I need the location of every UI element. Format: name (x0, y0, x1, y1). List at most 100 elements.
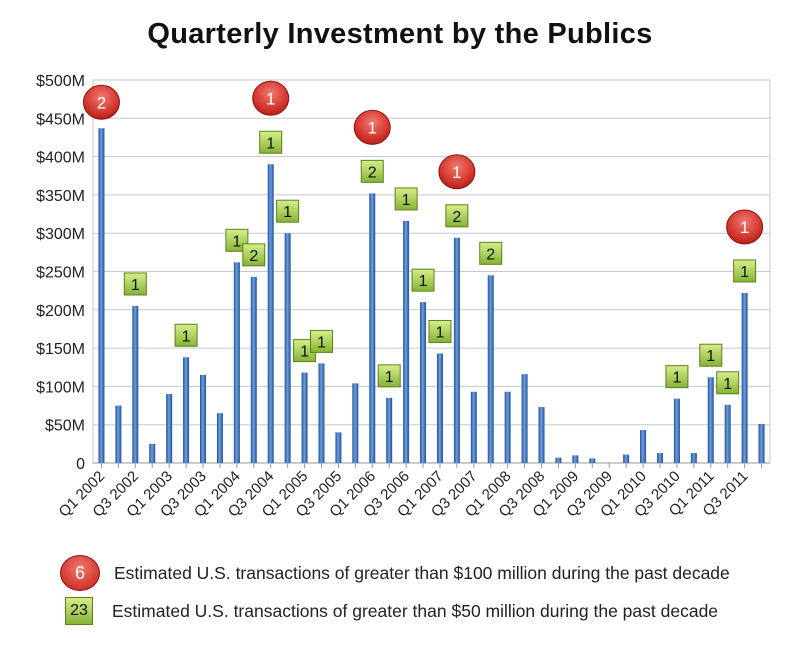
bar-q3-2008 (538, 407, 545, 463)
red-circle-marker: 1 (438, 154, 476, 190)
bar-q1-2005 (301, 372, 308, 463)
green-square-count: 1 (436, 324, 445, 341)
red-circle-count: 1 (368, 118, 377, 137)
y-tick-label: $150M (36, 341, 85, 358)
green-square-marker: 1 (411, 268, 435, 292)
y-tick-label: 0 (76, 456, 85, 473)
green-square-marker: 1 (276, 199, 300, 223)
green-square-icon (360, 159, 384, 183)
red-circle-marker: 1 (726, 209, 764, 245)
green-square-icon (174, 323, 198, 347)
green-square-count: 1 (723, 376, 732, 393)
y-tick-label: $50M (45, 418, 85, 435)
bar-q1-2003 (166, 394, 173, 463)
legend-label-100m: Estimated U.S. transactions of greater t… (114, 562, 730, 583)
bar-q4-2011 (758, 423, 765, 463)
bar-q1-2011 (707, 377, 714, 463)
green-square-marker: 1 (394, 187, 418, 211)
bar-q2-2003 (183, 357, 190, 463)
bar-q2-2006 (386, 397, 393, 463)
green-square-icon (394, 187, 418, 211)
bar-q1-2007 (436, 353, 443, 463)
bar-q1-2008 (504, 391, 511, 463)
bar-q3-2002 (132, 305, 139, 463)
green-square-icon (377, 364, 401, 388)
green-square-count: 2 (368, 164, 377, 181)
legend-square-count: 23 (70, 602, 88, 619)
y-tick-label: $250M (36, 265, 85, 282)
bar-q2-2009 (589, 458, 596, 463)
y-tick-label: $400M (36, 150, 85, 167)
red-circle-count: 1 (452, 163, 461, 182)
red-circle-marker: 1 (353, 109, 391, 145)
green-square-marker: 1 (174, 323, 198, 347)
green-square-count: 1 (182, 328, 191, 345)
bar-q3-2004 (267, 164, 274, 463)
green-square-count: 1 (706, 348, 715, 365)
green-square-icon (259, 130, 283, 154)
red-circle-icon (82, 84, 120, 120)
green-square-marker: 1 (665, 365, 689, 389)
green-square-count: 1 (317, 334, 326, 351)
y-tick-label: $450M (36, 111, 85, 128)
bar-q4-2005 (352, 383, 359, 463)
green-square-count: 1 (740, 264, 749, 281)
red-circle-marker: 1 (252, 80, 290, 116)
green-square-marker: 1 (716, 371, 740, 395)
y-tick-label: $100M (36, 379, 85, 396)
green-square-icon (309, 329, 333, 353)
bar-q4-2003 (216, 413, 223, 463)
bar-q2-2002 (115, 405, 122, 463)
bar-q4-2009 (623, 454, 630, 463)
green-square-icon (428, 319, 452, 343)
green-square-count: 1 (232, 233, 241, 250)
green-square-count: 2 (486, 246, 495, 263)
bar-q1-2006 (369, 193, 376, 464)
bar-q1-2010 (640, 430, 647, 463)
red-circle-icon (438, 154, 476, 190)
green-square-marker: 2 (479, 241, 503, 265)
green-square-icon (665, 365, 689, 389)
bar-q2-2005 (318, 363, 325, 463)
green-square-marker: 1 (428, 319, 452, 343)
green-square-icon (242, 243, 266, 267)
red-circle-count: 1 (740, 218, 749, 237)
red-circle-icon (252, 80, 290, 116)
green-square-count: 1 (131, 277, 140, 294)
red-circle-count: 2 (97, 93, 106, 112)
chart-title: Quarterly Investment by the Publics (147, 18, 653, 50)
bar-q1-2009 (572, 455, 579, 463)
green-square-marker: 2 (445, 204, 469, 228)
bar-q4-2008 (555, 457, 562, 463)
y-tick-label: $500M (36, 73, 85, 90)
green-square-marker: 1 (377, 364, 401, 388)
bar-q3-2006 (403, 220, 410, 463)
legend-item-50m: 23 Estimated U.S. transactions of greate… (60, 594, 718, 628)
green-square-icon (445, 204, 469, 228)
bar-q4-2007 (487, 275, 494, 463)
bar-q3-2010 (673, 398, 680, 463)
bar-q1-2002 (98, 128, 105, 463)
green-square-count: 1 (419, 273, 428, 290)
legend-label-50m: Estimated U.S. transactions of greater t… (112, 600, 719, 621)
green-square-icon (716, 371, 740, 395)
bar-q3-2003 (200, 374, 207, 463)
green-square-marker: 1 (259, 130, 283, 154)
green-square-count: 1 (402, 192, 411, 209)
green-square-count: 1 (283, 204, 292, 221)
green-square-icon (479, 241, 503, 265)
red-circle-count: 1 (266, 89, 275, 108)
y-tick-label: $350M (36, 188, 85, 205)
bar-q4-2002 (149, 443, 156, 463)
legend-item-100m: 6 Estimated U.S. transactions of greater… (60, 555, 730, 591)
green-square-icon (699, 343, 723, 367)
green-square-icon (123, 272, 147, 296)
green-square-marker: 2 (360, 159, 384, 183)
bar-q3-2005 (335, 432, 342, 463)
bar-q4-2004 (284, 233, 291, 463)
green-square-count: 1 (385, 369, 394, 386)
green-square-count: 1 (266, 135, 275, 152)
green-square-icon (276, 199, 300, 223)
green-square-marker: 1 (733, 259, 757, 283)
red-circle-marker: 2 (82, 84, 120, 120)
